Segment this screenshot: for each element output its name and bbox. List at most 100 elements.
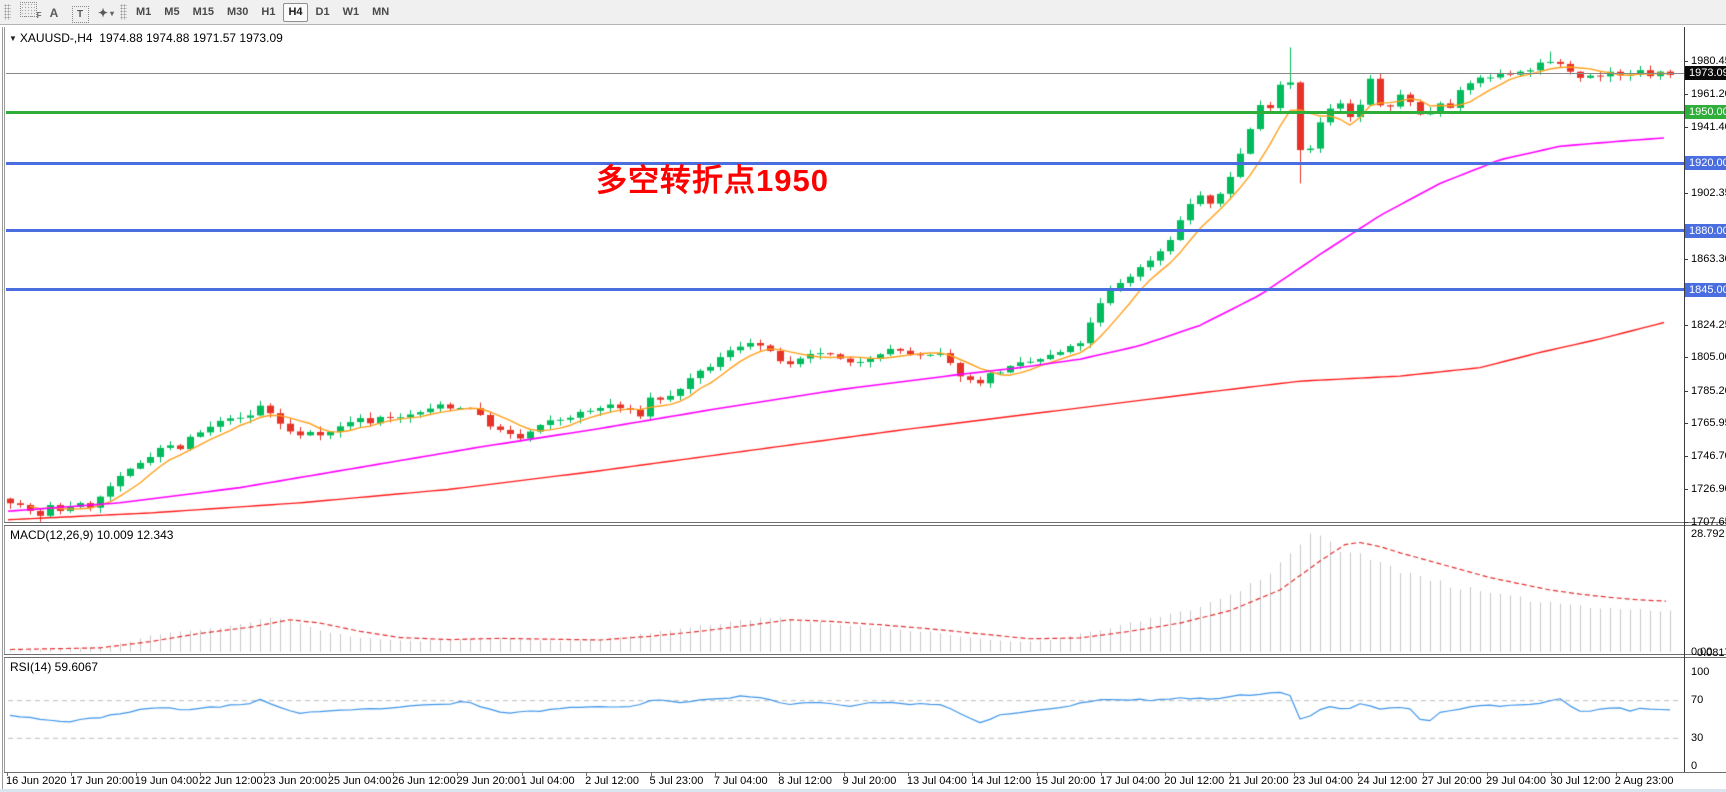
date-label: 9 Jul 20:00 [842,775,897,787]
date-tick [650,772,652,776]
rsi-tick-label-0: 0 [1691,760,1698,772]
date-label: 14 Jul 12:00 [971,775,1032,787]
date-label: 23 Jun 20:00 [263,775,328,787]
price-tick-label: 1980.45 [1691,55,1726,67]
date-tick [457,772,459,776]
date-tick [1615,772,1617,776]
toolbar-grip-2[interactable] [120,4,127,20]
date-label: 8 Jul 12:00 [778,775,833,787]
chart-symbol-timeframe: XAUUSD-,H4 [19,31,93,45]
rsi-tick-label-30: 30 [1691,731,1704,744]
date-tick [779,772,781,776]
timeframe-d1-button[interactable]: D1 [315,6,330,19]
timeframe-m30-button[interactable]: M30 [226,6,249,19]
shapes-tool[interactable]: ✦ ▾ [97,6,115,20]
date-label: 19 Jun 04:00 [134,775,199,787]
text-box-icon: T [71,6,89,23]
price-tick-label: 1824.25 [1691,318,1726,331]
price-tick [1684,390,1688,392]
date-label: 25 Jun 04:00 [327,775,392,787]
main-chart-canvas[interactable] [6,27,1684,522]
date-tick [1165,772,1167,776]
grid-icon: F [19,2,42,20]
panel-separator-macd[interactable] [4,522,1726,526]
chart-ohlc-values: 1974.88 1974.88 1971.57 1973.09 [99,31,283,45]
date-tick [972,772,974,776]
timeframe-m5-button[interactable]: M5 [164,6,180,19]
date-tick [907,772,909,776]
chart-annotation-text[interactable]: 多空转折点1950 [596,163,829,198]
timeframe-buttons-group: M1 M5 M15 M30 H1 H4 D1 W1 MN [131,2,397,22]
price-badge-1920.00[interactable]: 1920.00 [1685,156,1726,171]
macd-min-label: 0.0817 [1697,647,1726,659]
timeframe-h4-button[interactable]: H4 [283,2,308,22]
price-badge-1845.00[interactable]: 1845.00 [1685,282,1726,297]
date-tick [71,772,73,776]
macd-panel-canvas[interactable] [6,526,1684,654]
date-label: 20 Jul 12:00 [1164,775,1225,787]
date-label: 17 Jul 04:00 [1099,775,1160,787]
hline-1845.00[interactable] [6,288,1684,292]
symbol-dropdown-icon[interactable]: ▼ [9,34,17,43]
timeframe-m1-button[interactable]: M1 [136,6,152,19]
date-tick [1036,772,1038,776]
timeframe-h1-button[interactable]: H1 [261,6,276,19]
price-tick [1684,522,1688,523]
timeframe-mn-button[interactable]: MN [372,6,390,19]
price-tick [1684,456,1688,457]
date-label: 29 Jul 04:00 [1486,775,1546,787]
price-tick [1684,93,1688,95]
price-tick-label: 1863.30 [1691,252,1726,265]
date-tick [200,772,202,776]
price-badge-1880.00[interactable]: 1880.00 [1685,223,1726,238]
panel-separator-rsi[interactable] [4,654,1726,658]
date-tick [135,772,137,776]
date-label: 24 Jul 12:00 [1357,775,1418,787]
date-tick [264,772,266,776]
date-tick [1229,772,1231,776]
toolbar-grip[interactable] [4,4,11,20]
date-tick [1422,772,1424,776]
price-tick-label: 1941.40 [1691,120,1726,133]
date-label: 15 Jul 20:00 [1035,775,1096,787]
date-label: 2 Jul 12:00 [585,775,639,787]
price-tick-label: 1726.90 [1691,483,1726,496]
date-label: 17 Jun 20:00 [70,775,134,787]
price-badge-1973.09[interactable]: 1973.09 [1685,66,1726,81]
chart-left-border [2,27,5,790]
date-tick [328,772,330,776]
price-axis-line [1684,27,1685,772]
price-tick-label: 1902.35 [1691,186,1726,199]
date-tick [521,772,523,776]
date-tick [714,772,716,776]
rsi-label: RSI(14) 59.6067 [10,660,99,674]
text-tool[interactable]: T [69,5,91,25]
date-tick [586,772,588,776]
hline-1920.00[interactable] [6,161,1684,165]
date-tick [1551,772,1553,776]
timeframe-w1-button[interactable]: W1 [342,6,360,19]
toolbar: F A T ✦ ▾ M1 M5 M15 M30 H1 H4 D1 W1 MN [0,0,1726,25]
snap-grid-tool[interactable]: F [17,0,42,20]
time-axis[interactable]: 16 Jun 2020 17 Jun 20:00 19 Jun 04:00 22 Ju… [4,772,1726,790]
date-label: 27 Jul 20:00 [1421,775,1482,787]
rsi-tick-label-70: 70 [1691,694,1704,707]
price-tick [1684,258,1688,260]
date-label: 26 Jun 12:00 [392,775,456,787]
macd-zero-label: 0.00 [1691,646,1713,658]
timeframe-m15-button[interactable]: M15 [192,6,214,19]
hline-1950.00[interactable] [6,110,1684,114]
object-tools-group: F A T ✦ ▾ [15,0,119,25]
chart-title: ▼ XAUUSD-,H4 1974.88 1974.88 1971.57 1973… [9,31,283,45]
price-tick-label: 1805.00 [1691,351,1726,364]
price-tick-label: 1765.95 [1691,417,1726,430]
hline-1973.09[interactable] [6,72,1684,74]
rsi-panel-canvas[interactable] [6,658,1684,772]
price-badge-1950.00[interactable]: 1950.00 [1685,105,1726,120]
date-label: 23 Jul 04:00 [1293,775,1353,787]
hline-1880.00[interactable] [6,229,1684,233]
price-tick [1684,357,1688,359]
price-tick-label: 1707.65 [1691,516,1726,528]
font-tool[interactable]: A [49,6,59,20]
price-tick-label: 1746.70 [1691,450,1726,462]
